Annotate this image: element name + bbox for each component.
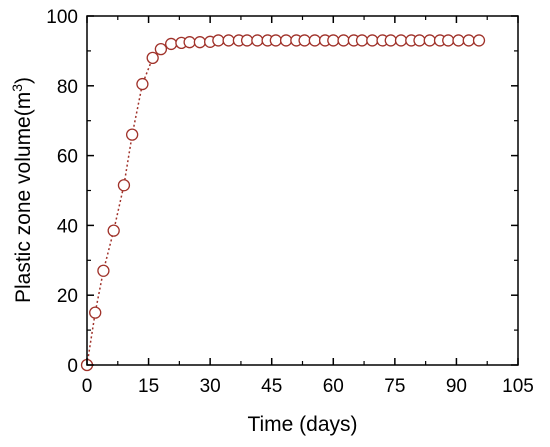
y-tick-label: 60 (57, 147, 78, 168)
x-tick-label: 105 (502, 376, 534, 397)
ticks-layer: 0 15 30 45 60 75 90 105 0 20 40 60 80 100 (46, 7, 534, 397)
x-tick-label: 75 (384, 376, 405, 397)
x-axis-label: Time (days) (247, 413, 357, 436)
y-axis-label-superscript: 3 (9, 84, 25, 92)
y-axis-label-close: ) (12, 77, 35, 84)
data-point (183, 36, 196, 49)
y-tick-label: 80 (57, 77, 78, 98)
data-point (384, 34, 397, 47)
data-point (251, 34, 264, 47)
series-layer (80, 34, 486, 372)
data-point (394, 34, 408, 47)
data-point (462, 34, 475, 47)
x-tick-label: 30 (200, 376, 221, 397)
data-point (107, 224, 120, 237)
data-point (413, 34, 426, 47)
plot-frame (86, 15, 519, 366)
y-axis-label-main: Plastic zone volume(m (12, 92, 35, 303)
x-tick-label: 45 (261, 376, 282, 397)
data-point (442, 34, 455, 47)
data-point (423, 34, 436, 47)
data-point (154, 43, 168, 56)
data-point (164, 37, 178, 51)
data-point (269, 34, 282, 47)
y-tick-label: 20 (57, 286, 78, 307)
y-axis-label: Plastic zone volume(m3) (9, 77, 35, 303)
data-point (355, 34, 369, 47)
data-point (212, 34, 225, 47)
y-tick-label: 100 (46, 7, 78, 28)
data-point (117, 179, 131, 192)
data-point (308, 34, 321, 47)
data-point (279, 34, 293, 47)
data-point (136, 77, 149, 91)
x-tick-label: 0 (82, 376, 93, 397)
data-point (298, 34, 311, 47)
y-tick-label: 0 (67, 356, 78, 377)
x-tick-label: 60 (323, 376, 344, 397)
data-point (240, 34, 254, 47)
data-point (366, 34, 379, 47)
data-point (89, 306, 102, 319)
y-tick-label: 40 (57, 216, 78, 237)
data-point (222, 34, 235, 47)
data-point (146, 51, 159, 65)
data-point (452, 34, 465, 47)
x-tick-label: 90 (446, 376, 467, 397)
data-point (126, 128, 139, 141)
data-point (337, 34, 350, 47)
data-point (327, 34, 340, 47)
data-point (97, 264, 110, 277)
data-point (472, 34, 486, 47)
x-tick-label: 15 (138, 376, 159, 397)
data-point (193, 36, 207, 49)
